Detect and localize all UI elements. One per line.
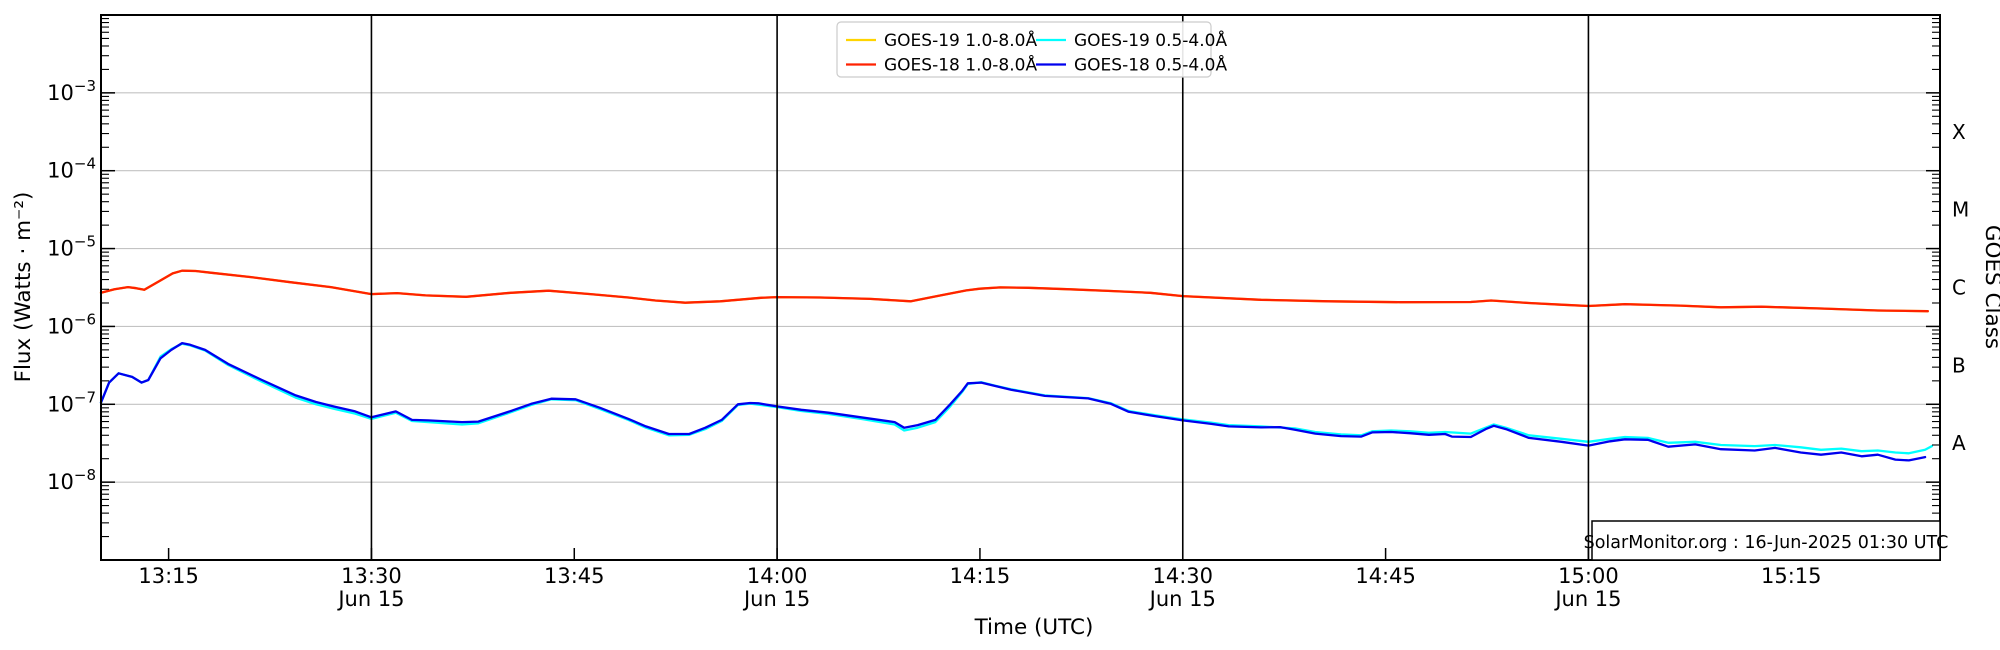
legend-entry-goes18-long: GOES-18 1.0-8.0Å [846,54,1037,76]
x-tick-label: 13:45 [544,564,605,588]
x-tick-sublabel: Jun 15 [1553,587,1621,611]
legend-label: GOES-19 0.5-4.0Å [1074,29,1227,51]
goes-class-label-b: B [1952,353,1966,377]
y-tick-label: 10−6 [47,310,96,338]
y-axis-title: Flux (Watts · m⁻²) [11,192,36,383]
source-annotation: SolarMonitor.org : 16-Jun-2025 01:30 UTC [1584,520,1949,561]
x-tick-label: 14:00 [747,564,808,588]
goes-class-label-c: C [1952,276,1966,300]
x-tick-sublabel: Jun 15 [1148,587,1216,611]
x-tick-label: 14:30 [1152,564,1213,588]
right-axis-title: GOES Class [1980,225,2000,349]
annotation-text: SolarMonitor.org : 16-Jun-2025 01:30 UTC [1584,533,1949,553]
legend-label: GOES-18 0.5-4.0Å [1074,54,1227,76]
legend-entry-goes18-short: GOES-18 0.5-4.0Å [1036,54,1227,76]
day-marker-lines [370,15,1590,560]
legend-box [836,21,1212,78]
y-tick-label: 10−4 [47,155,96,183]
x-tick-sublabel: Jun 15 [742,587,810,611]
x-tick-label: 15:15 [1761,564,1822,588]
legend: GOES-19 1.0-8.0Å GOES-18 1.0-8.0Å GOES-1… [836,21,1227,78]
legend-entry-goes19-long: GOES-19 1.0-8.0Å [846,29,1037,51]
flux-curve-goes-19-0-5-4-0 [99,342,1934,455]
plot-frame [100,14,1941,561]
annotation-box [1591,520,1941,561]
flux-curve-goes-18-0-5-4-0 [99,341,1927,462]
goes-class-label-m: M [1952,198,1969,222]
legend-entry-goes19-short: GOES-19 0.5-4.0Å [1036,29,1227,51]
x-tick-label: 14:15 [950,564,1011,588]
x-tick-label: 13:15 [138,564,199,588]
y-tick-label: 10−5 [47,233,96,261]
legend-label: GOES-18 1.0-8.0Å [884,54,1037,76]
goes-class-label-x: X [1952,120,1966,144]
x-tick-sublabel: Jun 15 [336,587,404,611]
grid-layer [101,92,1940,483]
x-tick-label: 14:45 [1355,564,1416,588]
x-tick-label: 15:00 [1558,564,1619,588]
y-tick-label: 10−7 [47,388,96,416]
x-tick-label: 13:30 [341,564,402,588]
x-axis-title: Time (UTC) [974,615,1094,640]
legend-label: GOES-19 1.0-8.0Å [884,29,1037,51]
y-tick-label: 10−3 [47,77,96,105]
flux-curve-goes-18-1-0-8-0 [99,269,1929,313]
curve-layer [99,269,1934,462]
goes-class-label-a: A [1952,431,1966,455]
y-tick-label: 10−8 [47,466,96,494]
